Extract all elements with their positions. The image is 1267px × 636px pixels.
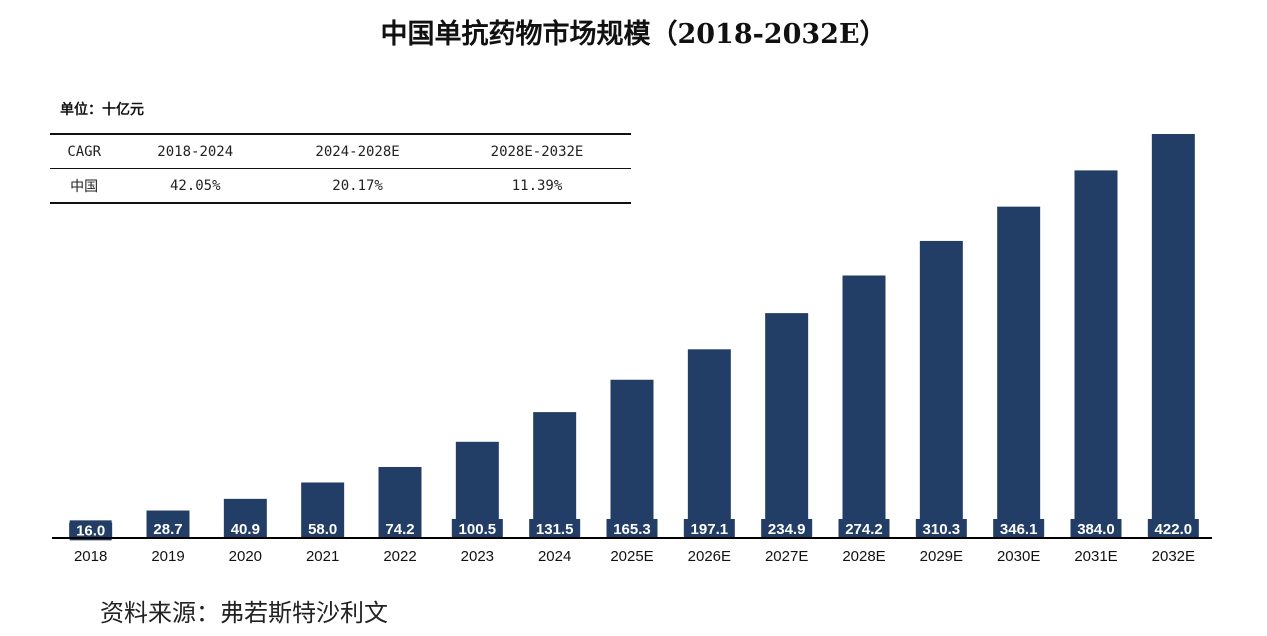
cagr-table-row: 中国 42.05% 20.17% 11.39% (50, 168, 631, 204)
data-label: 28.7 (153, 521, 182, 538)
x-tick-label: 2027E (765, 548, 808, 565)
data-label-bg (683, 519, 735, 539)
x-tick-label: 2023 (461, 548, 494, 565)
bar (533, 412, 577, 538)
data-label: 58.0 (308, 521, 337, 538)
x-tick-label: 2030E (997, 548, 1040, 565)
x-tick-label: 2028E (842, 548, 885, 565)
bar (842, 275, 886, 538)
x-tick-label: 2018 (74, 548, 107, 565)
bar (1151, 134, 1195, 538)
data-label-bg (993, 519, 1045, 539)
data-label-bg (529, 519, 581, 539)
data-label-bg (1147, 519, 1199, 539)
cagr-cell: 11.39% (443, 168, 631, 204)
data-label-bg (1070, 519, 1122, 539)
x-tick-label: 2032E (1152, 548, 1195, 565)
bar (610, 379, 654, 538)
data-label-bg (69, 520, 112, 541)
data-label: 422.0 (1155, 521, 1193, 538)
data-label: 234.9 (768, 521, 806, 538)
data-label-bg (761, 519, 813, 539)
data-label: 165.3 (613, 521, 651, 538)
x-tick-label: 2025E (610, 548, 653, 565)
source-note: 资料来源：弗若斯特沙利文 (100, 599, 388, 627)
cagr-table-header: CAGR 2018-2024 2024-2028E 2028E-2032E (50, 133, 631, 169)
data-label: 16.0 (76, 522, 105, 539)
bar (997, 206, 1041, 539)
data-label: 384.0 (1077, 521, 1115, 538)
x-tick-label: 2029E (920, 548, 963, 565)
data-label-bg (379, 519, 421, 539)
x-tick-label: 2031E (1074, 548, 1117, 565)
data-label: 131.5 (536, 521, 574, 538)
data-label-bg (301, 519, 344, 539)
unit-label: 单位：十亿元 (60, 102, 144, 118)
data-label-bg (451, 519, 503, 539)
x-tick-label: 2021 (306, 548, 339, 565)
data-label-bg (915, 519, 967, 539)
cagr-cell: 20.17% (272, 168, 444, 204)
cagr-header-cell: 2028E-2032E (443, 133, 631, 169)
data-label: 310.3 (923, 521, 961, 538)
cagr-header-cell: 2024-2028E (272, 133, 444, 169)
cagr-header-cell: 2018-2024 (118, 133, 273, 169)
data-label-bg (838, 519, 890, 539)
data-label: 346.1 (1000, 521, 1038, 538)
data-label: 197.1 (691, 521, 729, 538)
cagr-cell: 42.05% (118, 168, 273, 204)
x-tick-label: 2019 (151, 548, 184, 565)
x-tick-label: 2026E (688, 548, 731, 565)
data-label: 40.9 (231, 521, 260, 538)
data-label-bg (606, 519, 658, 539)
cagr-table: CAGR 2018-2024 2024-2028E 2028E-2032E 中国… (50, 133, 631, 204)
bar (1074, 170, 1118, 538)
x-tick-label: 2024 (538, 548, 571, 565)
bar (919, 240, 963, 538)
cagr-cell: 中国 (50, 168, 119, 204)
data-label: 100.5 (459, 521, 497, 538)
data-label-bg (147, 519, 189, 539)
data-label-bg (224, 519, 267, 539)
data-label: 74.2 (385, 521, 414, 538)
x-tick-label: 2020 (229, 548, 262, 565)
data-label: 274.2 (845, 521, 883, 538)
cagr-header-cell: CAGR (50, 133, 119, 169)
x-tick-label: 2022 (383, 548, 416, 565)
chart-title: 中国单抗药物市场规模（2018-2032E） (380, 19, 887, 50)
bar (687, 349, 731, 538)
bar (765, 313, 809, 538)
